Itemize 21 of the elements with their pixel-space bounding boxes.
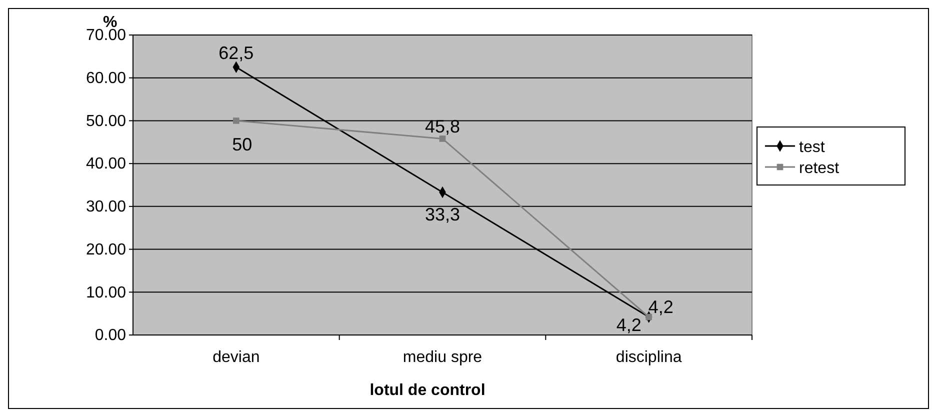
x-tick-label: devian bbox=[212, 349, 260, 366]
data-label: 62,5 bbox=[218, 43, 254, 64]
y-tick-label: 50.00 bbox=[86, 112, 126, 130]
legend-label: retest bbox=[799, 160, 840, 177]
legend-label: test bbox=[799, 139, 826, 156]
data-label: 4,2 bbox=[616, 315, 642, 335]
point bbox=[439, 136, 446, 142]
y-tick-label: 0.00 bbox=[94, 327, 126, 344]
x-tick-label: disciplina bbox=[616, 349, 682, 366]
y-tick-label: 20.00 bbox=[86, 241, 126, 258]
data-label: 4,2 bbox=[648, 297, 674, 317]
x-axis-title: lotul de control bbox=[370, 382, 486, 399]
y-tick-label: 70.00 bbox=[86, 27, 126, 44]
y-tick-label: 10.00 bbox=[86, 284, 126, 302]
x-tick-label: mediu spre bbox=[402, 349, 482, 366]
data-label: 33,3 bbox=[424, 204, 460, 224]
y-tick-label: 30.00 bbox=[86, 198, 126, 216]
y-tick-label: 60.00 bbox=[86, 70, 126, 87]
point bbox=[233, 118, 240, 124]
y-tick-label: 40.00 bbox=[86, 156, 126, 173]
data-label: 50 bbox=[232, 134, 252, 155]
